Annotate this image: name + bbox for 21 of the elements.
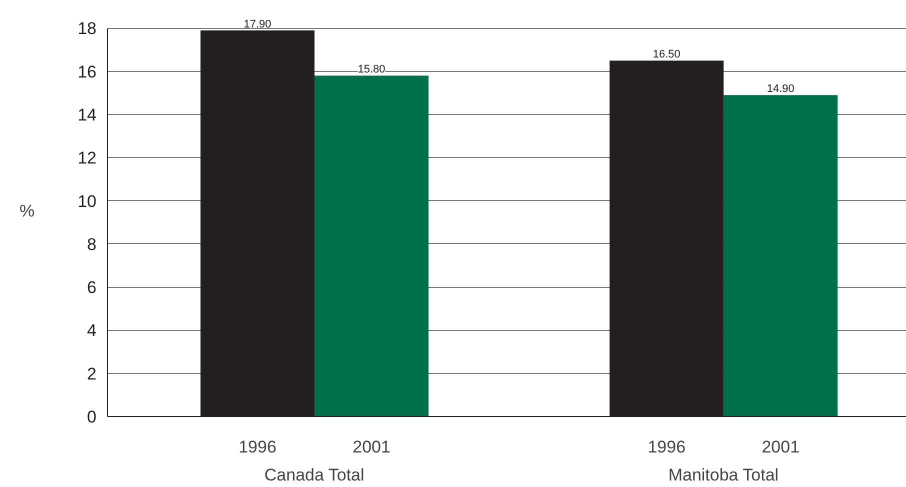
text: 1996 bbox=[648, 438, 686, 456]
y-tick-label: 0 bbox=[87, 408, 97, 426]
x-tick-label: Manitoba Total bbox=[668, 466, 779, 484]
data-label: 15.80 bbox=[358, 64, 386, 76]
y-tick-label: 2 bbox=[87, 364, 97, 384]
y-tick-label: 14 bbox=[78, 106, 97, 125]
y-tick-label: 12 bbox=[78, 148, 97, 168]
series-label: 2001 bbox=[352, 438, 390, 456]
data-label: 17.90 bbox=[244, 18, 272, 30]
y-tick-label: 6 bbox=[87, 278, 97, 298]
x-tick-label: Canada Total bbox=[264, 466, 364, 484]
y-tick-label: 18 bbox=[78, 19, 97, 38]
y-axis-title: % bbox=[19, 202, 35, 220]
text: 2001 bbox=[762, 438, 800, 456]
y-tick-label: 4 bbox=[87, 321, 97, 340]
y-tick-label: 16 bbox=[78, 62, 97, 82]
y-tick-label: 10 bbox=[78, 192, 97, 211]
data-label: 16.50 bbox=[652, 48, 680, 61]
series-label: 1996 bbox=[238, 438, 276, 456]
y-tick-label: 8 bbox=[87, 234, 97, 254]
data-label: 14.90 bbox=[766, 83, 794, 96]
